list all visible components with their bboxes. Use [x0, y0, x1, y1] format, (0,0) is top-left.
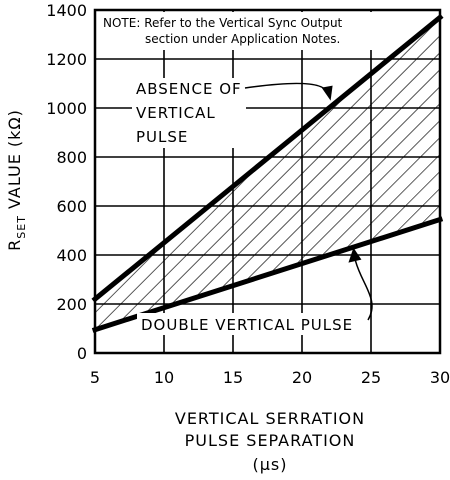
note-line-2: section under Application Notes. [145, 32, 340, 46]
x-tick-label: 20 [292, 368, 312, 387]
y-tick-label: 1200 [46, 50, 87, 69]
x-tick-label: 5 [90, 368, 100, 387]
upper-boundary-line [91, 13, 444, 303]
x-tick-labels: 5 10 15 20 25 30 [90, 368, 450, 387]
absence-label-3: PULSE [136, 128, 188, 146]
y-tick-label: 200 [56, 295, 87, 314]
absence-label-1: ABSENCE OF [136, 80, 242, 98]
y-axis-label-subscript: SET [15, 215, 28, 239]
note-line-1: NOTE: Refer to the Vertical Sync Output [103, 16, 343, 30]
note-box [97, 12, 380, 50]
double-arrow [354, 260, 373, 321]
x-tick-label: 25 [361, 368, 381, 387]
absence-label-2: VERTICAL [136, 104, 216, 122]
series-lines [91, 13, 444, 333]
absence-annotation: ABSENCE OF VERTICAL PULSE [132, 78, 333, 148]
y-tick-label: 400 [56, 246, 87, 265]
lower-boundary-line [91, 216, 444, 333]
x-axis-label-2: PULSE SEPARATION [185, 431, 356, 450]
double-arrowhead [348, 247, 362, 263]
double-annotation: DOUBLE VERTICAL PULSE [137, 247, 373, 335]
plot-frame [93, 8, 442, 355]
y-tick-label: 600 [56, 197, 87, 216]
hatched-region [95, 17, 440, 330]
double-label: DOUBLE VERTICAL PULSE [141, 316, 353, 334]
x-tick-label: 15 [223, 368, 243, 387]
absence-arrow [244, 82, 329, 94]
y-tick-label: 0 [77, 344, 87, 363]
absence-arrowhead [321, 85, 333, 101]
y-tick-label: 1400 [46, 1, 87, 20]
x-axis-label-1: VERTICAL SERRATION [175, 409, 365, 428]
y-tick-labels: 0 200 400 600 800 1000 1200 1400 [46, 1, 87, 363]
x-tick-label: 10 [154, 368, 174, 387]
y-axis-label-suffix: VALUE (kΩ) [5, 109, 24, 215]
y-axis-label-prefix: R [5, 239, 24, 251]
x-tick-label: 30 [430, 368, 450, 387]
y-tick-label: 1000 [46, 99, 87, 118]
y-axis-label: RSET VALUE (kΩ) [5, 109, 28, 251]
x-axis-label-3: (μs) [253, 455, 288, 474]
y-tick-label: 800 [56, 148, 87, 167]
